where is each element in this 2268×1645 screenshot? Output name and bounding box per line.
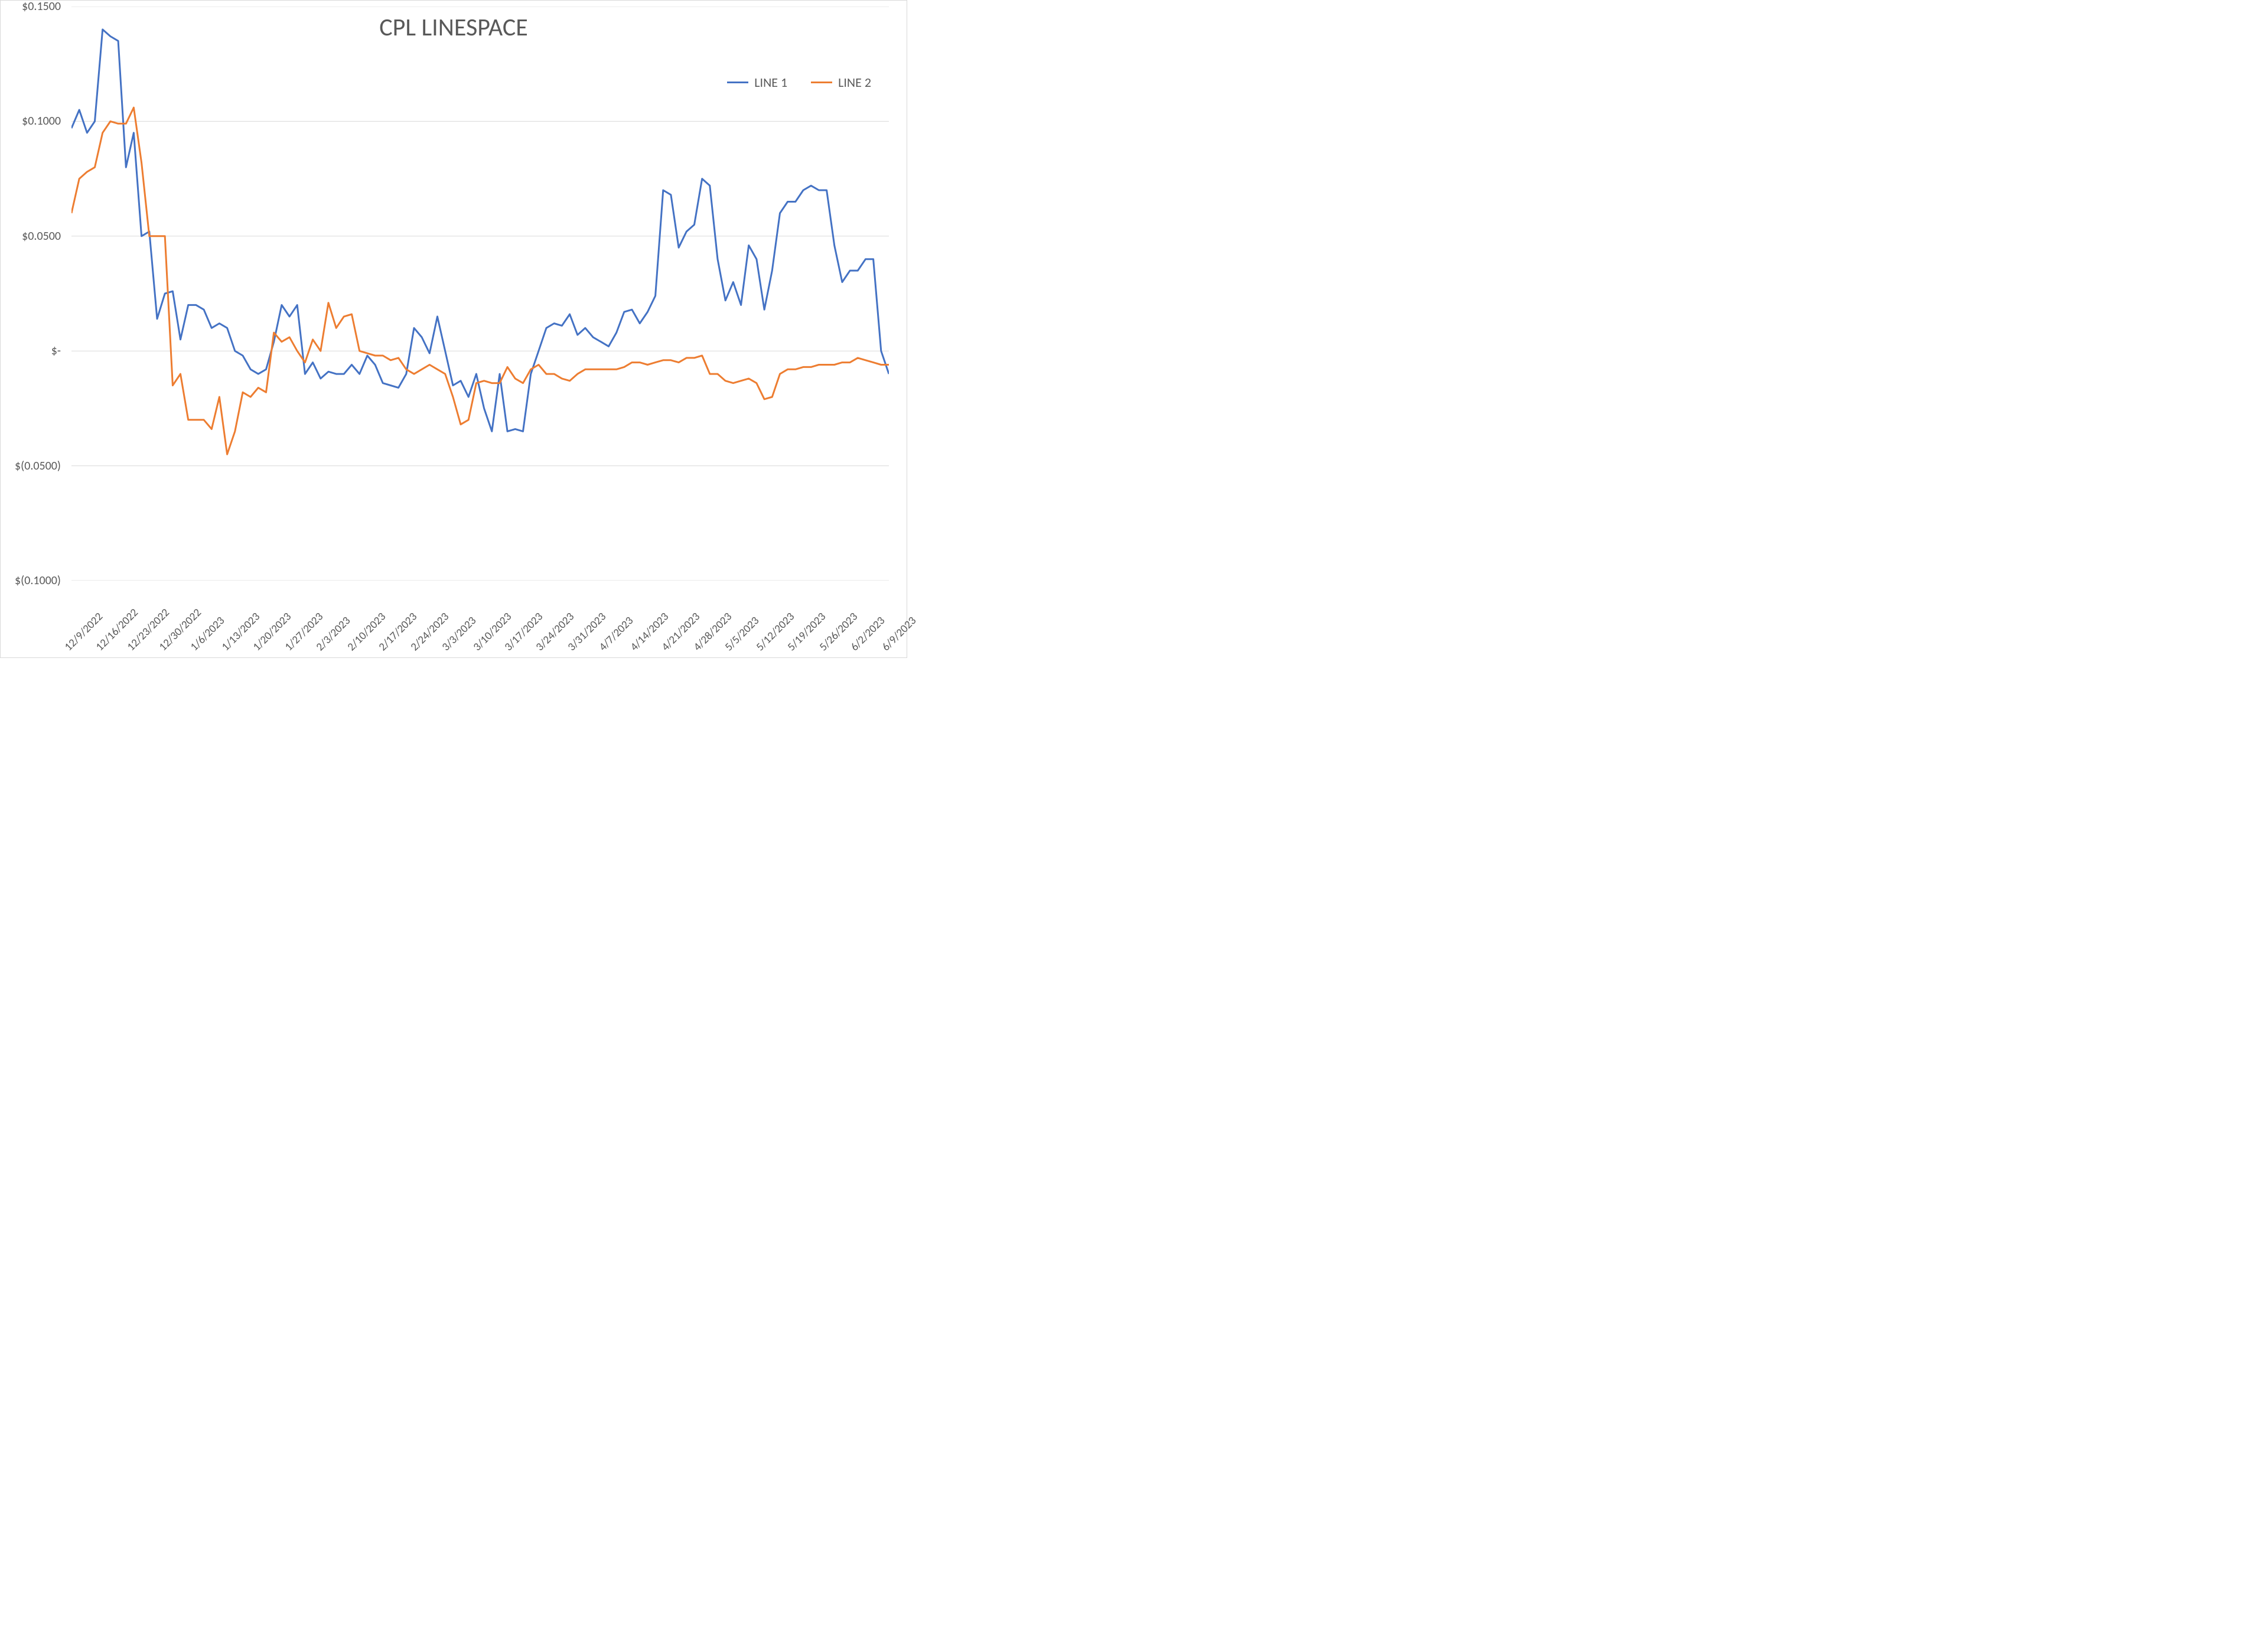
y-tick-label: $(0.0500) bbox=[15, 459, 61, 473]
plot-area bbox=[71, 6, 889, 581]
x-axis: 12/9/202212/16/202212/23/202212/30/20221… bbox=[71, 581, 889, 657]
y-tick-label: $(0.1000) bbox=[15, 574, 61, 588]
y-tick-label: $0.1500 bbox=[22, 0, 61, 14]
y-axis: $0.1500$0.1000$0.0500$-$(0.0500)$(0.1000… bbox=[1, 6, 71, 581]
chart-container: CPL LINESPACE LINE 1 LINE 2 $0.1500$0.10… bbox=[0, 0, 907, 658]
y-tick-label: $0.1000 bbox=[22, 114, 61, 128]
series-line-1 bbox=[71, 30, 889, 431]
x-tick-label: 6/9/2023 bbox=[879, 614, 920, 654]
plot-svg bbox=[71, 6, 889, 581]
y-tick-label: $- bbox=[51, 344, 61, 358]
y-tick-label: $0.0500 bbox=[22, 229, 61, 243]
series-line-2 bbox=[71, 108, 889, 454]
